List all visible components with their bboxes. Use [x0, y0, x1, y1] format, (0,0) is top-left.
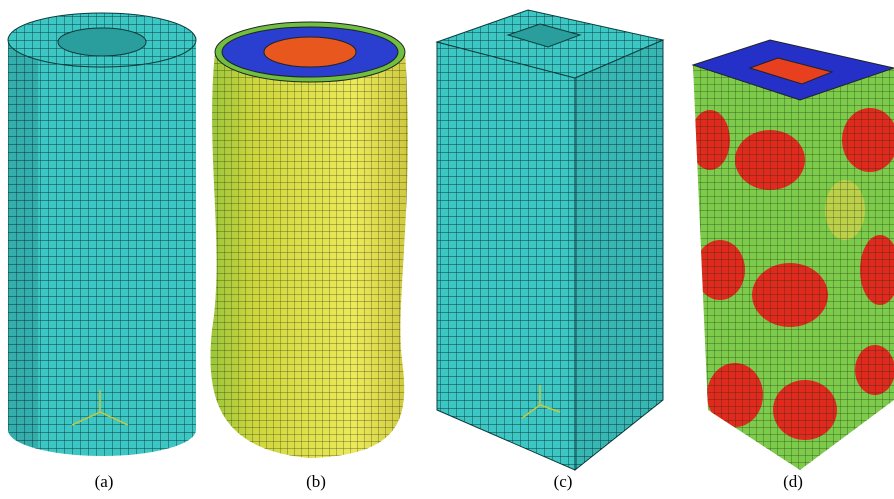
panel-label: (d) [783, 472, 803, 491]
cylinder-mesh [8, 10, 198, 470]
square-tube-mesh [437, 10, 663, 470]
deformed-square-tube [690, 40, 894, 480]
deformed-cylinder [200, 22, 420, 470]
figure: (a) (b) (c) (d) [0, 0, 894, 499]
panel-label: (b) [306, 472, 326, 491]
panel-label: (a) [95, 472, 114, 491]
panel-label: (c) [554, 472, 573, 491]
